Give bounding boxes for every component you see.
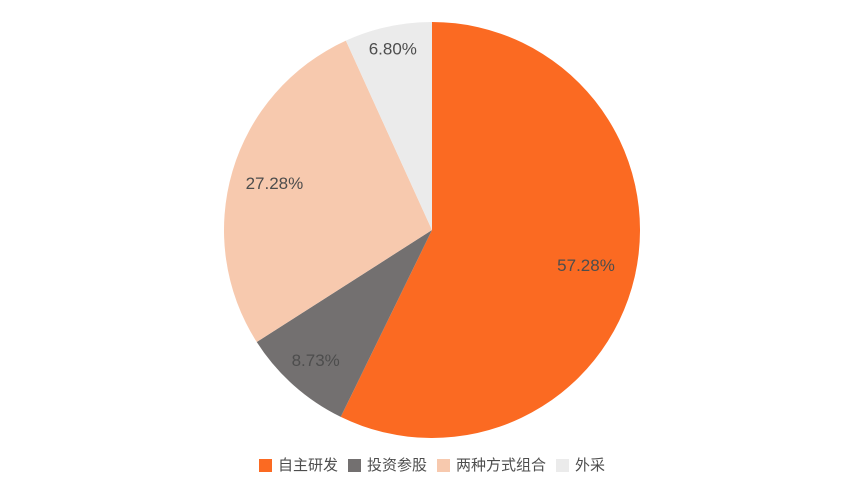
legend-item-label: 投资参股 xyxy=(366,457,427,474)
legend-item-1[interactable]: 投资参股 xyxy=(347,457,427,474)
legend: 自主研发 投资参股 两种方式组合 外采 xyxy=(0,458,864,473)
legend-item-2[interactable]: 两种方式组合 xyxy=(437,458,546,473)
legend-item-label: 自主研发 xyxy=(277,457,338,474)
legend-swatch-icon xyxy=(347,459,361,472)
pie-chart: 57.28%8.73%27.28%6.80% xyxy=(223,21,641,438)
legend-item-3[interactable]: 外采 xyxy=(556,458,605,473)
pie-slice-1[interactable] xyxy=(256,230,432,417)
legend-swatch-icon xyxy=(556,459,570,472)
pie-slice-2[interactable] xyxy=(223,40,432,342)
legend-item-label: 外采 xyxy=(575,457,606,474)
pie-slice-0[interactable] xyxy=(340,22,641,438)
legend-swatch-icon xyxy=(258,459,272,472)
legend-item-label: 两种方式组合 xyxy=(456,457,547,474)
pie-slice-3[interactable] xyxy=(345,21,432,230)
legend-item-0[interactable]: 自主研发 xyxy=(258,457,338,474)
legend-swatch-icon xyxy=(437,459,450,472)
